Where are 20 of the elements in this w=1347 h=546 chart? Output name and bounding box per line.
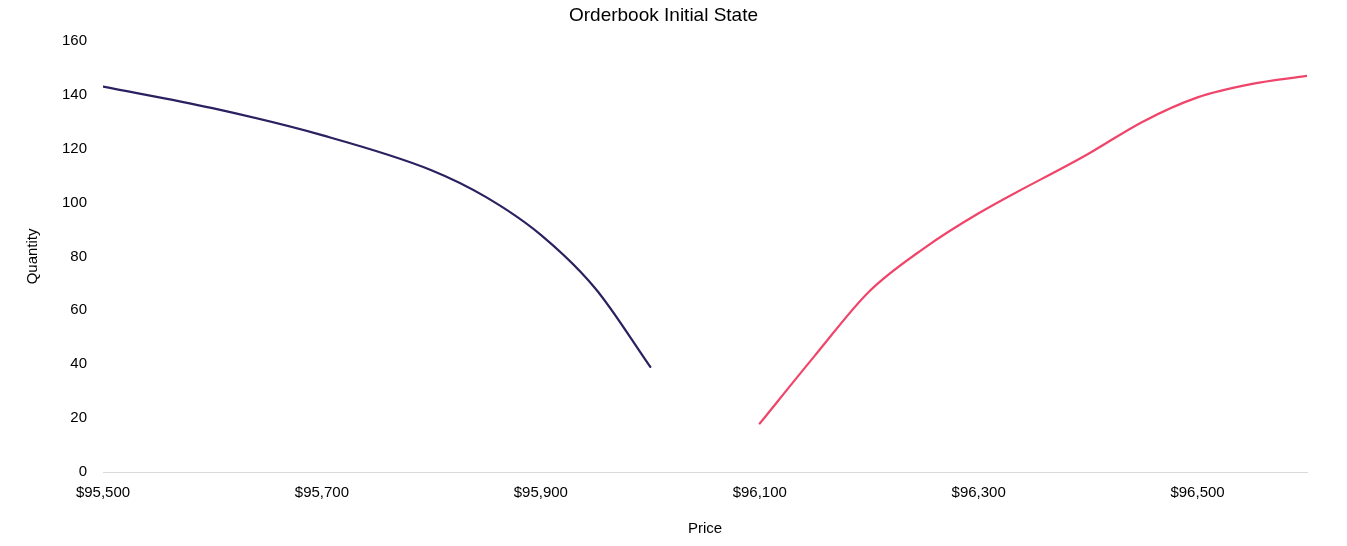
y-tick-label: 80 [70,246,88,264]
line-series [758,74,1307,425]
y-tick-label: 140 [62,84,88,102]
x-tick-label: $96,100 [732,483,787,501]
line-series [103,85,652,368]
x-tick-label: $95,500 [75,483,131,501]
chart-title: Orderbook Initial State [568,3,759,25]
y-tick-label: 100 [62,192,88,210]
y-tick-label: 60 [70,300,88,318]
y-tick-label: 120 [62,138,88,156]
x-tick-label: $95,700 [294,483,350,501]
y-axis-title: Quantity [23,227,41,285]
x-tick-label: $96,300 [951,483,1006,501]
x-tick-label: $95,900 [513,483,568,501]
y-tick-label: 40 [70,354,88,372]
x-tick-label: $96,500 [1170,483,1225,501]
y-tick-label: 20 [70,408,88,426]
y-tick-label: 160 [62,30,88,48]
x-axis-title: Price [687,519,723,537]
y-tick-label: 0 [78,462,88,480]
